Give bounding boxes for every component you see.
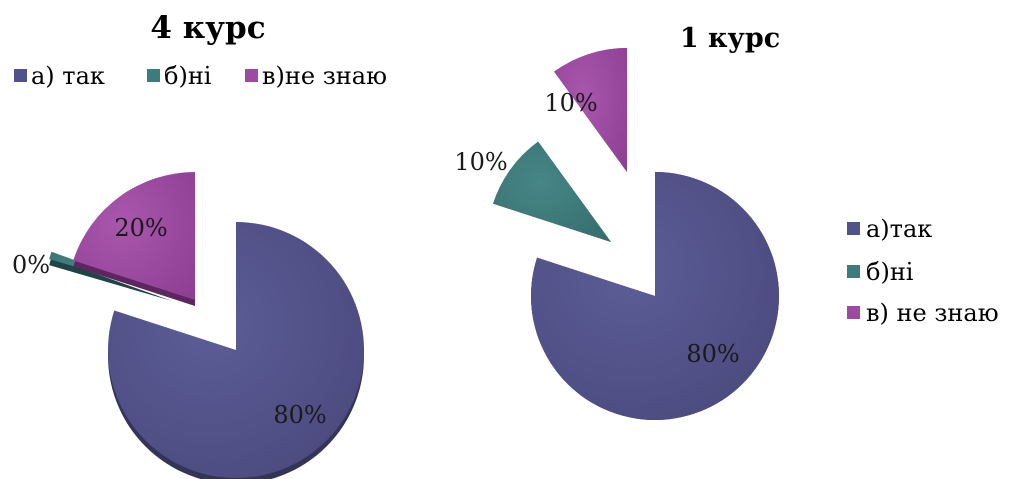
data-label-ni: 0% bbox=[12, 251, 50, 279]
data-label-tak: 80% bbox=[273, 401, 326, 429]
pie-slice-tak bbox=[107, 222, 364, 478]
legend-swatch-tak bbox=[14, 69, 27, 82]
legend-1-kurs: а)так б)ні в) не знаю bbox=[847, 215, 999, 327]
legend-swatch-ni bbox=[147, 69, 160, 82]
legend-label-ni: б)ні bbox=[164, 62, 212, 90]
legend-label-tak: а)так bbox=[866, 215, 932, 243]
legend-swatch-ni bbox=[847, 265, 860, 278]
chart-title-1-kurs: 1 курс bbox=[680, 23, 780, 54]
legend-label-tak: а) так bbox=[31, 62, 105, 90]
legend-4-kurs: а) так б)ні в)не знаю bbox=[14, 62, 387, 90]
data-label-ne-znayu: 10% bbox=[544, 89, 597, 117]
legend-swatch-ne-znayu bbox=[847, 306, 860, 319]
pie-slice-ni-side bbox=[49, 257, 172, 301]
pie-slice-ne-znayu bbox=[73, 172, 195, 300]
data-label-tak: 80% bbox=[686, 340, 739, 368]
pie-slice-ne-znayu bbox=[554, 48, 627, 172]
legend-swatch-ne-znayu bbox=[245, 69, 258, 82]
chart-title-4-kurs: 4 курс bbox=[150, 10, 265, 46]
pie-slices-4-kurs bbox=[49, 172, 364, 479]
legend-swatch-tak bbox=[847, 222, 860, 235]
legend-label-ne-znayu: в) не знаю bbox=[866, 299, 999, 327]
pie-slices-1-kurs bbox=[493, 48, 779, 421]
pie-slice-ni bbox=[493, 141, 611, 242]
legend-label-ne-znayu: в)не знаю bbox=[262, 62, 387, 90]
chart-4-kurs: 4 курс а) так б)ні в)не знаю 80% 0% 20% bbox=[12, 10, 387, 479]
data-label-ne-znayu: 20% bbox=[114, 214, 167, 242]
legend-label-ni: б)ні bbox=[866, 258, 914, 286]
data-label-ni: 10% bbox=[454, 148, 507, 176]
chart-1-kurs: 1 курс 80% 10% 10% а)так б)ні в) не знаю bbox=[454, 23, 999, 421]
pie-slice-tak bbox=[530, 172, 779, 421]
